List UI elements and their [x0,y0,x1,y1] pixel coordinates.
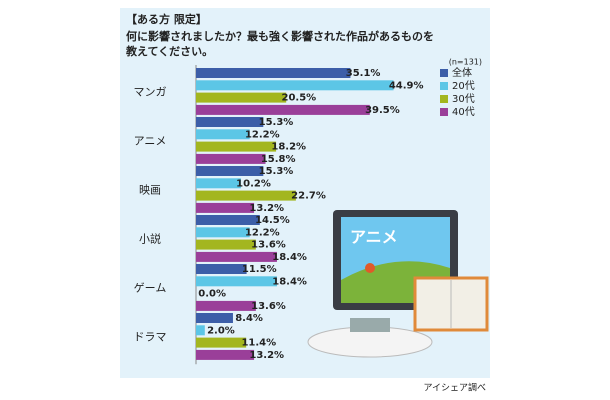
bar [196,190,296,201]
illustration-text: アニメ [350,228,398,247]
category-label: 映画 [139,184,161,197]
value-label: 39.5% [365,105,400,116]
legend-swatch [440,108,448,116]
value-label: 18.4% [272,276,307,287]
value-label: 13.2% [249,350,284,361]
chart-subtitle: 何に影響されましたか？最も強く影響された作品があるものを [126,29,434,43]
value-label: 8.4% [235,313,263,324]
legend-label: 20代 [452,80,475,92]
value-label: 15.8% [261,154,296,165]
value-label: 15.3% [259,117,294,128]
illustration: アニメ [307,210,489,358]
value-label: 12.2% [245,129,280,140]
bar [196,337,247,348]
value-label: 18.2% [271,142,306,153]
bar [196,300,256,311]
legend-label: 40代 [452,106,475,118]
bar [196,313,233,323]
category-label: 小説 [139,232,161,246]
bar [196,117,264,127]
value-label: 22.7% [291,191,326,202]
value-label: 44.9% [389,80,424,91]
bar [196,325,205,336]
value-label: 11.4% [241,338,276,349]
bar [196,349,255,360]
bar [196,92,287,103]
bar [196,129,250,140]
bar [196,215,260,225]
category-label: マンガ [134,86,167,99]
value-label: 10.2% [236,178,271,189]
value-label: 11.5% [242,264,277,275]
legend-swatch [440,82,448,90]
value-label: 13.6% [251,301,286,312]
value-label: 13.2% [249,203,284,214]
category-label: ドラマ [134,331,167,344]
bar [196,153,266,164]
value-label: 12.2% [245,227,280,238]
category-label: アニメ [134,135,167,148]
value-label: 14.5% [255,215,290,226]
bar [196,141,277,152]
bar [196,104,370,115]
bar [196,264,247,274]
note: (n=131) [449,58,482,67]
bar [196,80,394,91]
bar [196,68,351,78]
bar [196,239,256,250]
chart-title: 【ある方 限定】 [126,12,207,26]
bar [196,202,255,213]
value-label: 2.0% [207,325,235,336]
bar [196,251,277,262]
legend-swatch [440,69,448,77]
legend-label: 30代 [452,93,475,105]
value-label: 0.0% [198,289,226,300]
bar [196,227,250,238]
value-label: 35.1% [346,68,381,79]
value-label: 18.4% [272,252,307,263]
bar [196,276,277,287]
chart-subtitle: 教えてください。 [125,44,213,58]
bar [196,178,241,189]
source: アイシェア調べ [423,382,486,394]
bar [196,166,264,176]
value-label: 13.6% [251,240,286,251]
value-label: 15.3% [259,166,294,177]
legend-label: 全体 [452,66,472,79]
legend-swatch [440,95,448,103]
category-label: ゲーム [134,282,167,295]
value-label: 20.5% [281,93,316,104]
